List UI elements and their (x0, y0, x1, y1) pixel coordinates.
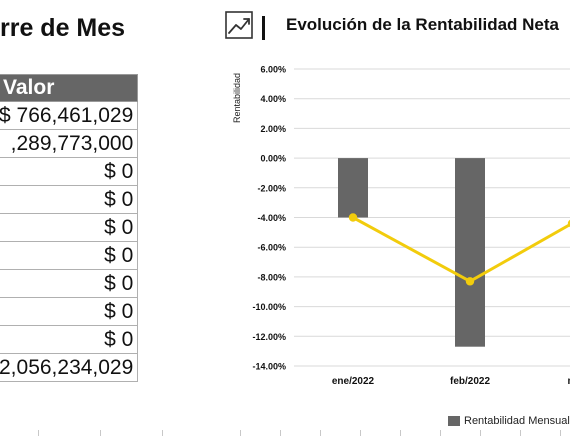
tick-mark (320, 430, 321, 436)
table-row: $ 0 (0, 297, 139, 326)
line-point (465, 277, 475, 286)
legend-swatch-bar (448, 415, 460, 426)
x-tick-label: feb/2022 (450, 376, 490, 387)
legend-label: Rentabilidad Mensual (464, 414, 570, 427)
value-cell: $ 0 (0, 325, 139, 354)
table-row: $ 0 (0, 325, 139, 354)
line-point (567, 219, 570, 228)
tick-mark (440, 430, 441, 436)
table-row: 2,056,234,029 (0, 353, 139, 382)
tick-mark (360, 430, 361, 436)
chart-header: Evolución de la Rentabilidad Neta (220, 6, 570, 46)
table-row: $ 0 (0, 157, 139, 186)
table-header-row: Valor (0, 74, 139, 102)
value-table: Valor $ 766,461,029 ,289,773,000 $ 0 $ 0… (0, 74, 139, 382)
table-row: ,289,773,000 (0, 129, 139, 158)
y-tick-label: -8.00% (257, 272, 286, 282)
y-tick-label: 4.00% (260, 94, 286, 104)
table-row: $ 0 (0, 241, 139, 270)
y-tick-label: 6.00% (260, 65, 286, 75)
value-cell: $ 0 (0, 157, 139, 186)
tick-mark (520, 430, 521, 436)
value-cell: ,289,773,000 (0, 129, 139, 158)
value-cell: $ 0 (0, 269, 139, 298)
chart-title: Evolución de la Rentabilidad Neta (286, 15, 559, 34)
tick-mark (240, 430, 241, 436)
value-cell: $ 0 (0, 185, 139, 214)
y-tick-label: -6.00% (257, 243, 286, 253)
y-tick-label: -2.00% (257, 183, 286, 193)
tick-mark (162, 430, 163, 436)
chart-legend: Rentabilidad Mensual (448, 412, 570, 428)
y-tick-label: 0.00% (260, 154, 286, 164)
tick-mark (480, 430, 481, 436)
tick-mark (100, 430, 101, 436)
bar (338, 158, 368, 218)
page-title: rre de Mes (0, 14, 126, 42)
table-row: $ 0 (0, 213, 139, 242)
rentabilidad-chart: 6.00% 4.00% 2.00% 0.00% -2.00% -4.00% -6.00% -8… (232, 65, 570, 387)
x-tick-label: m (568, 376, 570, 387)
tick-mark (38, 430, 39, 436)
column-header-valor: Valor (0, 74, 139, 102)
y-axis-label: Rentabilidad (232, 73, 242, 123)
table-row: $ 766,461,029 (0, 101, 139, 130)
header-divider (262, 16, 265, 40)
tick-mark (560, 430, 561, 436)
y-tick-label: -12.00% (252, 332, 286, 342)
total-cell: 2,056,234,029 (0, 353, 139, 382)
value-cell: $ 0 (0, 213, 139, 242)
line-point (348, 213, 358, 222)
x-tick-label: ene/2022 (332, 376, 375, 387)
bar (455, 158, 485, 347)
trend-up-icon (224, 10, 254, 45)
table-row: $ 0 (0, 269, 139, 298)
y-tick-label: -4.00% (257, 213, 286, 223)
table-row: $ 0 (0, 185, 139, 214)
y-tick-label: 2.00% (260, 124, 286, 134)
tick-mark (280, 430, 281, 436)
y-tick-label: -14.00% (252, 362, 286, 372)
bottom-axis-ticks (0, 430, 570, 438)
tick-mark (400, 430, 401, 436)
y-tick-label: -10.00% (252, 302, 286, 312)
value-cell: $ 0 (0, 241, 139, 270)
value-cell: $ 766,461,029 (0, 101, 139, 130)
value-cell: $ 0 (0, 297, 139, 326)
